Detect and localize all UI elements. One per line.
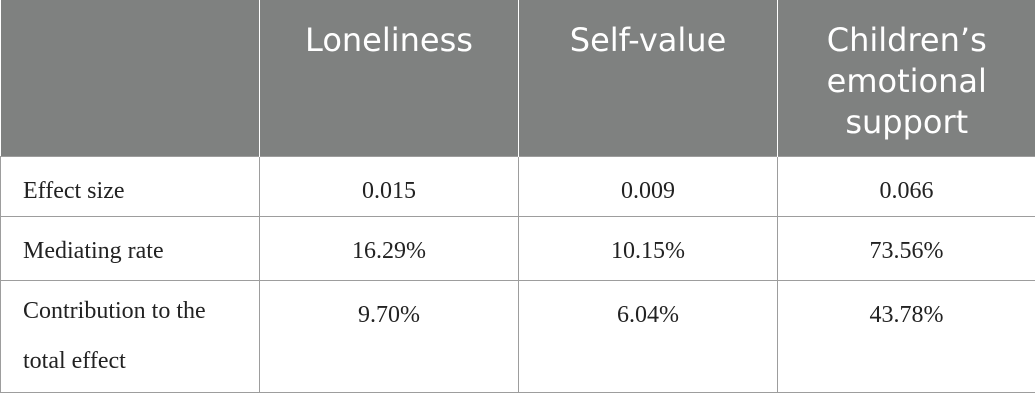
row-label-mediating-rate: Mediating rate <box>0 215 260 281</box>
table-cell: 9.70% <box>259 279 519 393</box>
header-cell-empty <box>0 0 260 156</box>
table-cell: 6.04% <box>518 279 778 393</box>
table-cell: 0.009 <box>518 155 778 217</box>
mediation-table: Loneliness Self-value Children’s emotion… <box>0 0 1035 393</box>
header-cell-childrens-emotional-support: Children’s emotional support <box>777 0 1035 156</box>
row-label-effect-size: Effect size <box>0 155 260 217</box>
table-cell: 73.56% <box>777 215 1035 281</box>
table-cell: 43.78% <box>777 279 1035 393</box>
header-cell-loneliness: Loneliness <box>259 0 519 156</box>
table-body: Effect size 0.015 0.009 0.066 Mediating … <box>0 155 1035 393</box>
mediation-table-container: Loneliness Self-value Children’s emotion… <box>0 0 1035 393</box>
table-row: Mediating rate 16.29% 10.15% 73.56% <box>0 215 1035 281</box>
table-row: Effect size 0.015 0.009 0.066 <box>0 155 1035 217</box>
table-row: Contribution to the total effect 9.70% 6… <box>0 279 1035 393</box>
table-header: Loneliness Self-value Children’s emotion… <box>0 0 1035 156</box>
table-cell: 0.066 <box>777 155 1035 217</box>
header-row: Loneliness Self-value Children’s emotion… <box>0 0 1035 156</box>
header-cell-self-value: Self-value <box>518 0 778 156</box>
table-cell: 0.015 <box>259 155 519 217</box>
row-label-contribution: Contribution to the total effect <box>0 279 260 393</box>
table-cell: 10.15% <box>518 215 778 281</box>
table-cell: 16.29% <box>259 215 519 281</box>
